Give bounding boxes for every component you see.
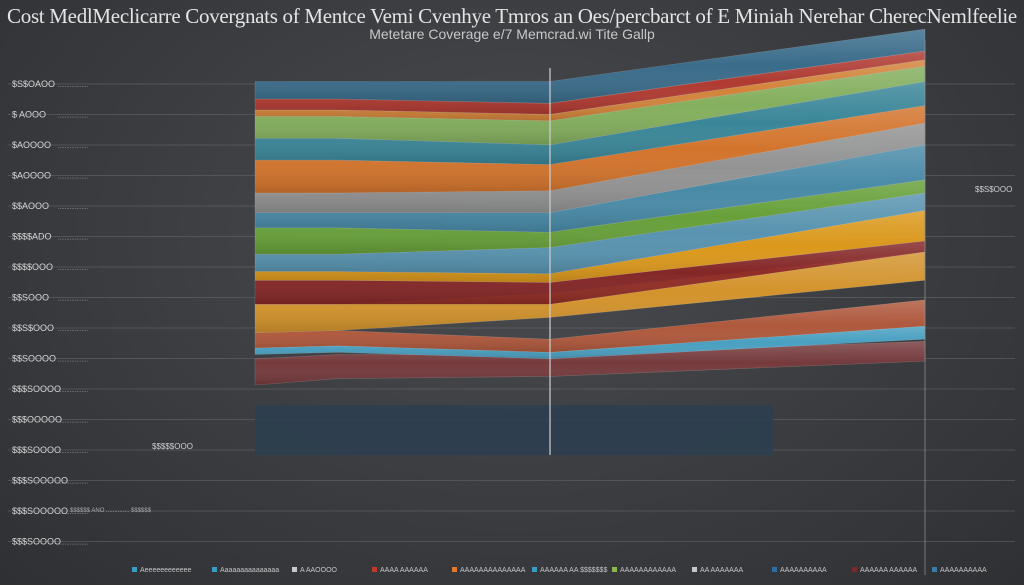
area-sheen-9 [255, 144, 925, 233]
y-tick-sublabel: .................. [58, 327, 88, 333]
y-tick-label: $$SOOOO [12, 354, 56, 364]
y-tick-sublabel: .................. [58, 480, 88, 486]
legend-swatch [852, 567, 857, 572]
y-tick-sublabel: .................. [58, 266, 88, 272]
legend-label: Aaaaaaaaaaaaaaa [220, 567, 279, 574]
y-tick-sublabel: .................. [58, 83, 88, 89]
legend-swatch [612, 567, 617, 572]
legend-label: AAAA AAAAAA [380, 567, 428, 574]
legend-swatch [452, 567, 457, 572]
y-tick-sublabel: .................. [58, 144, 88, 150]
legend-swatch [532, 567, 537, 572]
area-sheen-6 [255, 210, 925, 283]
area-sheen-3 [255, 299, 925, 353]
y-tick-label: $$$OOOOO [12, 415, 62, 425]
chart-title: Cost MedlMeclicarre Covergnats of Mentce… [7, 4, 1017, 28]
legend-label: AAAAAAAAAAAAAA [460, 567, 526, 574]
y-tick-label: $AOOOO [12, 140, 51, 150]
area-sheen-10 [255, 123, 925, 213]
y-tick-label: $$SOOO [12, 293, 49, 303]
y-tick-sublabel: .................. [58, 541, 88, 547]
legend-swatch [212, 567, 217, 572]
legend-label: AA AAAAAAA [700, 567, 744, 574]
y-tick-sublabel: .................. [58, 388, 88, 394]
legend-swatch [372, 567, 377, 572]
legend-label: AAAAAA AA $$$$$$$ [540, 567, 607, 574]
y-tick-sublabel: .................. [58, 358, 88, 364]
area-sheen-15 [255, 50, 925, 115]
lower-band [255, 405, 773, 455]
legend-swatch [932, 567, 937, 572]
area-sheen-11 [255, 105, 925, 193]
legend-swatch [772, 567, 777, 572]
y-tick-label: $$$$OOO [12, 262, 53, 272]
y-tick-sublabel: .................. [58, 236, 88, 242]
y-tick-sublabel: .................. [58, 114, 88, 120]
y-tick-label: $AOOOO [12, 171, 51, 181]
y-tick-label: $$$SOOOO [12, 537, 61, 547]
y-tick-sublabel: .................. [58, 510, 88, 516]
area-sheen-8 [255, 179, 925, 255]
y-tick-label: $S$OAOO [12, 79, 55, 89]
y-tick-label: $$$$ADO [12, 232, 52, 242]
area-sheen-13 [255, 66, 925, 145]
area-series-group [254, 28, 926, 455]
y-tick-label: $$$SOOOO [12, 384, 61, 394]
area-sheen-7 [255, 192, 925, 274]
legend-label: AAAAAAAAAA [780, 567, 827, 574]
area-sheen-1 [255, 341, 925, 386]
legend-label: A AAOOOO [300, 567, 338, 574]
legend-label: Aeeeeeeeeeeee [140, 567, 191, 574]
y-tick-sublabel: .................. [58, 205, 88, 211]
legend: Aeeeeeeeeeeee Aaaaaaaaaaaaaaa A AAOOOO AAAA… [132, 567, 987, 574]
bottom-note: $$$$$$ ANO .............. $$$$$$ [70, 508, 152, 514]
area-sheen-2 [255, 326, 925, 359]
y-tick-label: $$$SOOOOO [12, 476, 68, 486]
legend-label: AAAAAAAAAA [940, 567, 987, 574]
legend-label: AAAAAA AAAAAA [860, 567, 918, 574]
y-tick-sublabel: .................. [58, 175, 88, 181]
section-divider [549, 40, 926, 575]
area-sheen-5 [255, 240, 925, 305]
y-tick-label: $$$SOOOOO [12, 506, 68, 516]
area-sheen-14 [255, 59, 925, 121]
y-tick-sublabel: .................. [58, 297, 88, 303]
legend-label: AAAAAAAAAAAA [620, 567, 676, 574]
y-tick-label: $$$SOOOO [12, 445, 61, 455]
y-tick-label: $$AOOO [12, 201, 49, 211]
right-value-annotation: $$S$OOO [975, 185, 1012, 194]
y-tick-sublabel: .................. [58, 419, 88, 425]
y-axis-ticks: $S$OAOO .................. $ AOOO.........… [12, 79, 88, 547]
legend-swatch [292, 567, 297, 572]
legend-swatch [692, 567, 697, 572]
area-sheen-12 [255, 81, 925, 165]
y-tick-label: $$S$OOO [12, 323, 54, 333]
legend-swatch [132, 567, 137, 572]
annotations: $$S$OOO $$$$$OOO $$$$$$ ANO ..............… [70, 185, 1012, 514]
y-tick-label: $ AOOO [12, 110, 46, 120]
lower-value-annotation: $$$$$OOO [152, 442, 193, 451]
chart-subtitle: Metetare Coverage e/7 Memcrad.wi Tite Ga… [369, 26, 655, 42]
area-sheen-16 [255, 29, 925, 104]
y-tick-sublabel: .................. [58, 449, 88, 455]
